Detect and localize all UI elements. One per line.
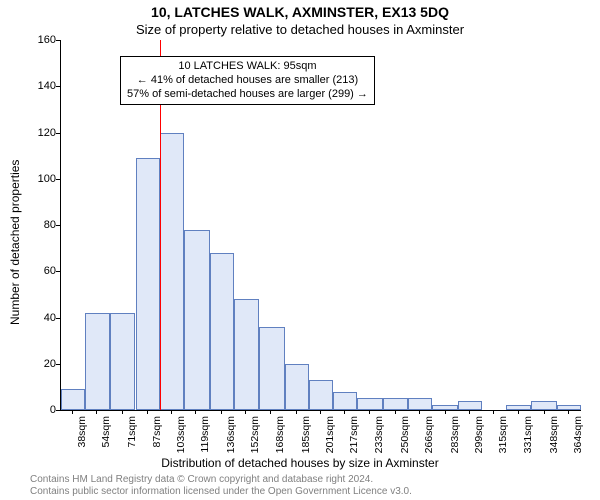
x-tick-mark (568, 410, 569, 414)
y-tick-label: 120 (26, 127, 56, 139)
x-tick-label: 103sqm (175, 416, 187, 460)
y-tick-label: 80 (26, 219, 56, 231)
annotation-line: 10 LATCHES WALK: 95sqm (127, 60, 368, 74)
x-tick-mark (245, 410, 246, 414)
chart-container: { "header": { "title": "10, LATCHES WALK… (0, 0, 600, 500)
x-axis-label: Distribution of detached houses by size … (0, 456, 600, 470)
histogram-bar (160, 133, 184, 411)
x-tick-mark (344, 410, 345, 414)
x-tick-mark (96, 410, 97, 414)
histogram-bar (333, 392, 357, 411)
x-tick-label: 38sqm (76, 416, 88, 460)
footer-attribution: Contains HM Land Registry data © Crown c… (30, 474, 590, 498)
footer-line-1: Contains HM Land Registry data © Crown c… (30, 474, 590, 486)
x-tick-mark (469, 410, 470, 414)
histogram-bar (458, 401, 482, 410)
y-tick-label: 0 (26, 404, 56, 416)
histogram-bar (557, 405, 581, 410)
x-tick-label: 54sqm (100, 416, 112, 460)
x-tick-label: 217sqm (348, 416, 360, 460)
x-tick-label: 315sqm (497, 416, 509, 460)
x-tick-label: 266sqm (423, 416, 435, 460)
x-tick-label: 152sqm (249, 416, 261, 460)
x-tick-mark (419, 410, 420, 414)
histogram-bar (184, 230, 210, 410)
x-tick-label: 201sqm (324, 416, 336, 460)
x-tick-label: 299sqm (473, 416, 485, 460)
x-tick-mark (493, 410, 494, 414)
x-tick-mark (270, 410, 271, 414)
y-tick-mark (56, 318, 60, 319)
x-tick-label: 87sqm (151, 416, 163, 460)
x-tick-mark (296, 410, 297, 414)
y-tick-label: 60 (26, 265, 56, 277)
histogram-bar (61, 389, 85, 410)
histogram-bar (531, 401, 557, 410)
x-tick-mark (147, 410, 148, 414)
y-tick-mark (56, 410, 60, 411)
annotation-line: 57% of semi-detached houses are larger (… (127, 88, 368, 102)
histogram-bar (136, 158, 160, 410)
page-title: 10, LATCHES WALK, AXMINSTER, EX13 5DQ (0, 4, 600, 20)
y-tick-label: 20 (26, 358, 56, 370)
y-tick-mark (56, 40, 60, 41)
page-subtitle: Size of property relative to detached ho… (0, 22, 600, 37)
x-tick-label: 71sqm (126, 416, 138, 460)
y-tick-mark (56, 271, 60, 272)
x-tick-mark (122, 410, 123, 414)
x-tick-label: 364sqm (572, 416, 584, 460)
x-tick-label: 348sqm (548, 416, 560, 460)
histogram-bar (357, 398, 383, 410)
y-tick-mark (56, 86, 60, 87)
footer-line-2: Contains public sector information licen… (30, 486, 590, 498)
histogram-bar (309, 380, 333, 410)
histogram-bar (110, 313, 136, 410)
annotation-box: 10 LATCHES WALK: 95sqm← 41% of detached … (120, 56, 375, 105)
y-tick-label: 160 (26, 34, 56, 46)
x-tick-label: 136sqm (225, 416, 237, 460)
x-tick-mark (195, 410, 196, 414)
histogram-bar (408, 398, 432, 410)
y-tick-label: 140 (26, 80, 56, 92)
x-tick-mark (221, 410, 222, 414)
x-tick-mark (72, 410, 73, 414)
y-tick-mark (56, 133, 60, 134)
x-tick-label: 331sqm (522, 416, 534, 460)
histogram-bar (285, 364, 309, 410)
histogram-bar (383, 398, 407, 410)
histogram-bar (210, 253, 234, 410)
y-tick-mark (56, 364, 60, 365)
y-tick-label: 100 (26, 173, 56, 185)
y-axis-label: Number of detached properties (8, 160, 22, 325)
x-tick-label: 119sqm (199, 416, 211, 460)
histogram-bar (85, 313, 109, 410)
x-tick-mark (395, 410, 396, 414)
x-tick-mark (518, 410, 519, 414)
x-tick-mark (171, 410, 172, 414)
x-tick-mark (320, 410, 321, 414)
histogram-bar (234, 299, 258, 410)
x-tick-mark (445, 410, 446, 414)
y-tick-mark (56, 179, 60, 180)
x-tick-label: 185sqm (300, 416, 312, 460)
y-tick-mark (56, 225, 60, 226)
annotation-line: ← 41% of detached houses are smaller (21… (127, 74, 368, 88)
x-tick-label: 168sqm (274, 416, 286, 460)
x-tick-label: 233sqm (373, 416, 385, 460)
x-tick-label: 250sqm (399, 416, 411, 460)
x-tick-mark (369, 410, 370, 414)
histogram-bar (259, 327, 285, 410)
x-tick-label: 283sqm (449, 416, 461, 460)
x-tick-mark (544, 410, 545, 414)
y-tick-label: 40 (26, 312, 56, 324)
